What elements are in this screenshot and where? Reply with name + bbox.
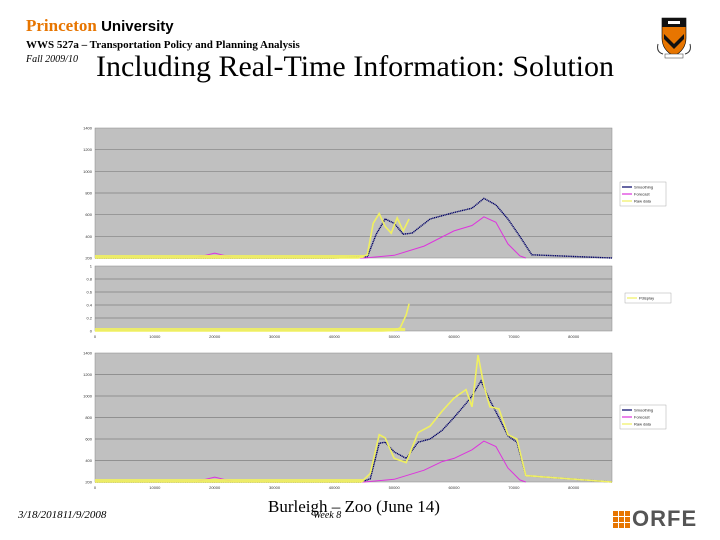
- legend-label: Smoothing: [634, 408, 653, 413]
- y-tick-label: 1000: [83, 394, 93, 399]
- slide-title: Including Real-Time Information: Solutio…: [96, 50, 615, 83]
- y-tick-label: 200: [85, 480, 92, 485]
- chart-3: 1400 1200 1000 800 600 400 2000 10000 20000 30000…: [83, 351, 667, 490]
- footer-date: 3/18/201811/9/2008: [18, 509, 107, 521]
- y-tick-label: 1000: [83, 169, 93, 174]
- legend-label: Forecast: [634, 192, 650, 197]
- x-tick-label: 50000: [389, 334, 401, 339]
- y-tick-label: 200: [85, 256, 92, 261]
- x-tick-label: 20000: [209, 334, 221, 339]
- chart-1: 1400 1200 1000 800 600 400 200 Smoothing Forecas…: [83, 126, 667, 261]
- y-tick-label: 800: [85, 191, 92, 196]
- y-tick-label: 400: [85, 234, 92, 239]
- orfe-text: ORFE: [632, 506, 698, 531]
- y-tick-label: 800: [85, 415, 92, 420]
- chart-2: 1 0.8 0.6 0.4 0.2 00 10000 20000 30000 40000 50000…: [86, 264, 672, 339]
- series-raw-data: [95, 354, 613, 483]
- y-tick-label: 1: [90, 264, 93, 269]
- x-tick-label: 20000: [209, 485, 221, 490]
- brand-princeton: Princeton: [26, 16, 97, 35]
- legend-label: Raw data: [634, 422, 652, 427]
- x-tick-label: 0: [94, 485, 97, 490]
- brand-university: University: [101, 18, 174, 35]
- y-tick-label: 0.4: [86, 303, 92, 308]
- x-tick-label: 60000: [448, 334, 460, 339]
- course-title: WWS 527a – Transportation Policy and Pla…: [26, 39, 300, 51]
- y-tick-label: 0.2: [86, 316, 92, 321]
- princeton-shield-icon: [655, 16, 693, 60]
- legend-label: Smoothing: [634, 185, 653, 190]
- orfe-grid-icon: [613, 510, 630, 528]
- y-tick-label: 600: [85, 437, 92, 442]
- chart-legend: Pdisplay: [624, 292, 672, 304]
- series-forecast: [94, 440, 526, 483]
- footer-week: Week 8: [313, 510, 342, 521]
- series-forecast: [94, 216, 526, 259]
- y-tick-label: 0.8: [86, 277, 92, 282]
- y-tick-label: 400: [85, 458, 92, 463]
- x-tick-label: 0: [94, 334, 97, 339]
- course-term: Fall 2009/10: [26, 54, 78, 65]
- legend-label: Forecast: [634, 415, 650, 420]
- chart-legend: Smoothing Forecast Raw data: [619, 181, 667, 207]
- y-tick-label: 0.6: [86, 290, 92, 295]
- x-tick-label: 70000: [508, 334, 520, 339]
- x-tick-label: 10000: [149, 334, 161, 339]
- x-tick-label: 30000: [269, 334, 281, 339]
- chart-legend: Smoothing Forecast Raw data: [619, 404, 667, 430]
- x-tick-label: 80000: [568, 334, 580, 339]
- princeton-university-wordmark: Princeton University: [26, 16, 174, 36]
- y-tick-label: 1200: [83, 372, 93, 377]
- orfe-logo: ORFE: [613, 506, 697, 532]
- y-tick-label: 1200: [83, 147, 93, 152]
- legend-label: Pdisplay: [639, 296, 654, 301]
- x-tick-label: 70000: [508, 485, 520, 490]
- legend-label: Raw data: [634, 199, 652, 204]
- x-tick-label: 80000: [568, 485, 580, 490]
- x-tick-label: 30000: [269, 485, 281, 490]
- x-tick-label: 60000: [448, 485, 460, 490]
- x-tick-label: 50000: [389, 485, 401, 490]
- y-tick-label: 1400: [83, 351, 93, 356]
- footer-slide-title: Burleigh – Zoo (June 14): [268, 497, 440, 516]
- y-tick-label: 1400: [83, 126, 93, 131]
- x-tick-label: 40000: [329, 485, 341, 490]
- x-tick-label: 40000: [329, 334, 341, 339]
- y-tick-label: 0: [90, 329, 93, 334]
- y-tick-label: 600: [85, 212, 92, 217]
- x-tick-label: 10000: [149, 485, 161, 490]
